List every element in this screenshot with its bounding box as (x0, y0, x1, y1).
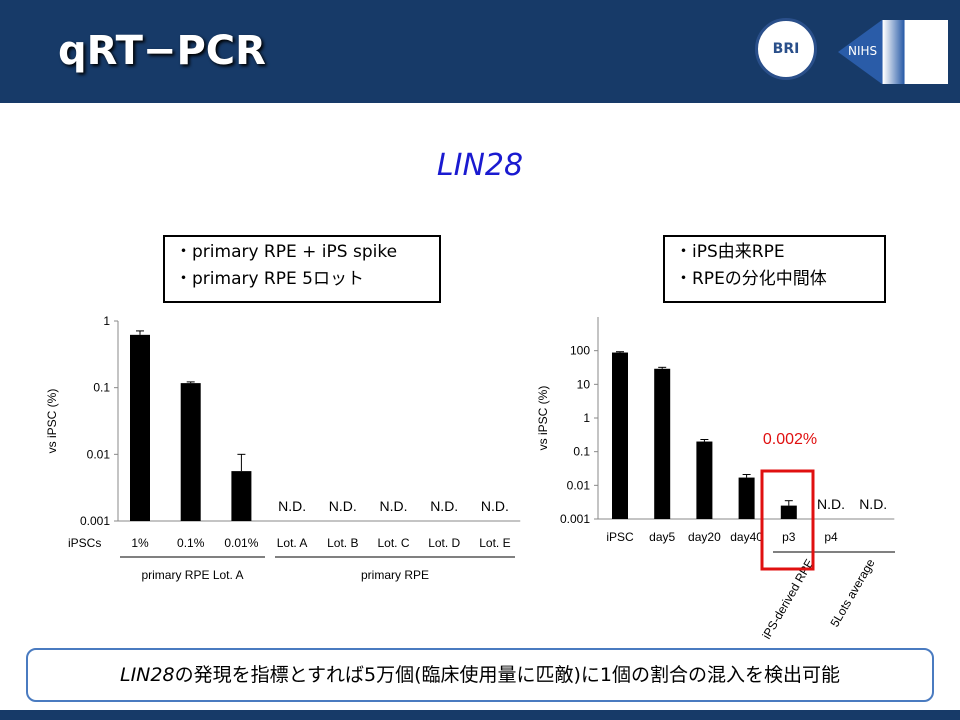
x-tick-label: Lot. C (377, 536, 409, 550)
logo-nihs-text: NIHS (848, 44, 878, 58)
note-italic: LIN28 (119, 664, 175, 686)
value-label: N.D. (380, 498, 408, 514)
group-label: primary RPE Lot. A (141, 568, 243, 582)
y-tick-label: 0.1 (93, 381, 110, 395)
y-tick-label: 0.01 (567, 478, 591, 492)
x-tick-label: day40 (730, 530, 763, 544)
bar (130, 334, 150, 521)
value-label: N.D. (817, 496, 845, 512)
group-label: 5Lots average (827, 556, 877, 629)
legend-box: ・primary RPE + iPS spike ・primary RPE 5ロ… (163, 235, 441, 303)
bar (612, 352, 628, 519)
y-tick-label: 0.001 (80, 514, 110, 528)
note-text: の発現を指標とすれば5万個(臨床使用量に匹敵)に1個の割合の混入を検出可能 (174, 664, 841, 686)
x-tick-label: 0.1% (177, 536, 205, 550)
value-label: N.D. (430, 498, 458, 514)
category-header: iPSCs (68, 536, 101, 550)
value-label: N.D. (278, 498, 306, 514)
y-axis-label: vs iPSC (%) (45, 389, 59, 454)
bar (696, 441, 713, 519)
y-tick-label: 0.001 (560, 512, 590, 526)
subtitle: LIN28 (436, 148, 524, 183)
value-label: N.D. (859, 496, 887, 512)
bar (738, 477, 755, 519)
box-line: ・primary RPE + iPS spike (175, 242, 398, 262)
x-tick-label: day5 (649, 530, 675, 544)
x-tick-label: Lot. E (479, 536, 510, 550)
x-tick-label: p4 (824, 530, 838, 544)
x-tick-label: day20 (688, 530, 721, 544)
y-tick-label: 1 (103, 314, 110, 328)
y-tick-label: 0.1 (573, 445, 590, 459)
box-line: ・RPEの分化中間体 (675, 269, 827, 289)
legend-box: ・iPS由来RPE ・RPEの分化中間体 (663, 235, 886, 303)
y-tick-label: 10 (577, 377, 591, 391)
footer (0, 710, 960, 720)
bar (780, 505, 797, 519)
logo-bri: BRI (755, 18, 817, 80)
x-tick-label: Lot. B (327, 536, 358, 550)
y-tick-label: 100 (570, 344, 590, 358)
x-tick-label: iPSC (606, 530, 634, 544)
value-label: N.D. (329, 498, 357, 514)
box-line: ・iPS由来RPE (675, 242, 785, 262)
x-tick-label: Lot. A (277, 536, 308, 550)
x-tick-label: 0.01% (224, 536, 258, 550)
bar (654, 368, 671, 519)
highlight-box (760, 469, 815, 571)
box-line: ・primary RPE 5ロット (175, 269, 364, 289)
y-axis-label: vs iPSC (%) (536, 386, 550, 451)
x-tick-label: p3 (782, 530, 796, 544)
value-label: N.D. (481, 498, 509, 514)
group-label: primary RPE (361, 568, 429, 582)
bar (231, 471, 252, 521)
title: qRT−PCR (58, 28, 266, 74)
x-tick-label: Lot. D (428, 536, 460, 550)
note-box: LIN28の発現を指標とすれば5万個(臨床使用量に匹敵)に1個の割合の混入を検出… (26, 648, 934, 702)
y-tick-label: 1 (583, 411, 590, 425)
x-tick-label: 1% (131, 536, 149, 550)
y-tick-label: 0.01 (87, 447, 111, 461)
bar (180, 383, 201, 521)
annotation: 0.002% (763, 431, 817, 448)
